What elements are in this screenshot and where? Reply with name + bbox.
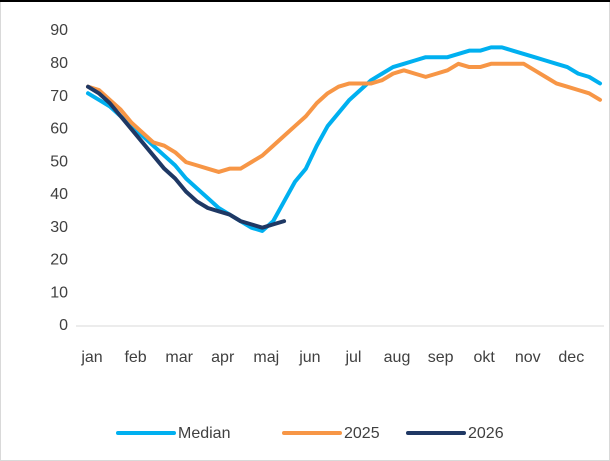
x-tick-label: feb: [124, 349, 146, 366]
x-tick-label: maj: [253, 349, 279, 366]
y-tick-label: 0: [59, 317, 68, 334]
y-tick-label: 60: [50, 121, 68, 138]
x-tick-label: jan: [80, 349, 102, 366]
data-line: [86, 84, 287, 230]
x-tick-label: apr: [211, 349, 235, 366]
x-tick-label: sep: [428, 349, 454, 366]
y-tick-label: 70: [50, 88, 68, 105]
y-tick-label: 50: [50, 153, 68, 170]
legend-label: Median: [178, 425, 230, 442]
y-tick-label: 10: [50, 284, 68, 301]
y-tick-label: 90: [50, 22, 68, 39]
legend-label: 2025: [344, 425, 380, 442]
x-tick-label: mar: [165, 349, 193, 366]
legend-label: 2026: [468, 425, 504, 442]
data-line: [86, 45, 602, 233]
x-tick-label: nov: [515, 349, 541, 366]
y-tick-label: 20: [50, 252, 68, 269]
y-tick-label: 80: [50, 55, 68, 72]
x-tick-label: jun: [298, 349, 320, 366]
data-line: [86, 61, 602, 174]
x-tick-label: aug: [384, 349, 411, 366]
x-tick-label: dec: [558, 349, 584, 366]
y-tick-label: 40: [50, 186, 68, 203]
y-tick-label: 30: [50, 219, 68, 236]
x-tick-label: jul: [344, 349, 361, 366]
x-tick-label: okt: [473, 349, 495, 366]
